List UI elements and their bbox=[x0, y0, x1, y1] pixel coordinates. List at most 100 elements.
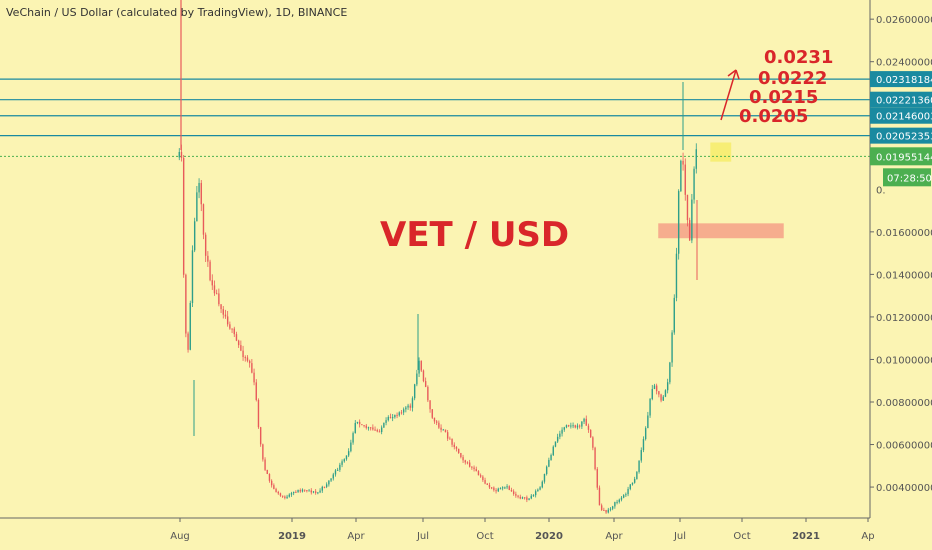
candle-body bbox=[475, 469, 477, 472]
candle-body bbox=[391, 417, 394, 419]
candle-body bbox=[686, 194, 689, 221]
candle-body bbox=[587, 425, 590, 430]
candle-body bbox=[198, 182, 200, 193]
candle-body bbox=[457, 448, 460, 454]
candle-body bbox=[508, 486, 510, 490]
candle-body bbox=[433, 417, 436, 422]
x-tick-label: Oct bbox=[733, 531, 750, 542]
candle-body bbox=[253, 372, 255, 383]
candle-body bbox=[449, 438, 451, 440]
candle-body bbox=[394, 414, 396, 418]
candle-body bbox=[583, 418, 585, 422]
target-label-3: 0.0215 bbox=[749, 87, 818, 108]
candle-body bbox=[229, 324, 231, 329]
candle-body bbox=[328, 480, 330, 485]
countdown-badge bbox=[883, 168, 931, 187]
candle-body bbox=[231, 328, 233, 330]
candle-body bbox=[618, 499, 620, 502]
candle-body bbox=[638, 460, 640, 472]
candle-body bbox=[543, 474, 546, 482]
candle-body bbox=[675, 253, 678, 298]
candle-body bbox=[224, 314, 227, 317]
candle-body bbox=[383, 422, 385, 428]
candle-body bbox=[501, 487, 504, 489]
candle-body bbox=[387, 417, 389, 421]
candle-body bbox=[600, 505, 603, 510]
candle-body bbox=[488, 484, 491, 488]
x-tick-label: Oct bbox=[476, 531, 493, 542]
candle-body bbox=[605, 510, 607, 513]
candle-body bbox=[504, 487, 506, 489]
candle-body bbox=[594, 447, 596, 470]
candle-body bbox=[585, 418, 587, 426]
candle-body bbox=[204, 234, 207, 256]
candle-body bbox=[578, 425, 581, 427]
candle-body bbox=[279, 493, 282, 496]
candle-body bbox=[336, 469, 339, 471]
candle-body bbox=[378, 431, 381, 433]
candle-body bbox=[363, 425, 365, 427]
y-tick-label: 0.01400000 bbox=[876, 270, 932, 281]
candle-body bbox=[251, 363, 253, 373]
candle-body bbox=[653, 385, 656, 389]
x-tick-label: 2021 bbox=[792, 531, 820, 542]
candle-body bbox=[191, 250, 194, 303]
candle-body bbox=[255, 382, 257, 401]
candle-body bbox=[688, 220, 691, 241]
level-price-label-2: 0.02221360 bbox=[876, 96, 932, 107]
candle-body bbox=[299, 490, 301, 492]
candle-body bbox=[466, 462, 469, 464]
level-price-label-4: 0.02052353 bbox=[876, 132, 932, 143]
candle-body bbox=[453, 444, 455, 447]
x-tick-label: Apr bbox=[605, 531, 623, 542]
candle-body bbox=[603, 509, 605, 511]
y-tick-label: 0.00800000 bbox=[876, 398, 932, 409]
candle-body bbox=[572, 425, 574, 427]
candle-body bbox=[519, 496, 521, 499]
candle-body bbox=[187, 333, 189, 350]
candle-body bbox=[369, 427, 372, 429]
target-label-4: 0.0205 bbox=[739, 106, 808, 127]
entry-zone-rect[interactable] bbox=[710, 142, 732, 162]
candle-body bbox=[319, 490, 321, 493]
candle-body bbox=[640, 450, 642, 461]
candle-body bbox=[189, 302, 191, 350]
candle-body bbox=[499, 488, 502, 490]
candle-body bbox=[671, 332, 673, 363]
candle-body bbox=[385, 420, 387, 423]
candle-body bbox=[482, 476, 484, 481]
candle-body bbox=[548, 459, 550, 467]
candle-body bbox=[691, 199, 693, 241]
candle-body bbox=[233, 328, 235, 335]
candle-body bbox=[215, 293, 218, 295]
candle-body bbox=[273, 485, 275, 489]
candle-body bbox=[367, 427, 370, 429]
candle-body bbox=[325, 484, 328, 487]
candle-body bbox=[398, 412, 400, 416]
candle-body bbox=[180, 151, 183, 158]
candle-body bbox=[627, 488, 629, 495]
candle-body bbox=[682, 160, 684, 165]
candle-body bbox=[402, 409, 405, 413]
candle-body bbox=[444, 429, 447, 433]
candle-body bbox=[185, 274, 187, 334]
candle-body bbox=[435, 421, 438, 423]
candle-body bbox=[330, 478, 332, 481]
candle-body bbox=[666, 382, 669, 391]
candle-body bbox=[581, 421, 583, 427]
candle-body bbox=[464, 460, 466, 463]
candle-body bbox=[664, 390, 667, 397]
candle-body bbox=[455, 446, 458, 449]
candle-body bbox=[284, 496, 286, 499]
candle-body bbox=[486, 483, 488, 485]
level-price-label-1: 0.02318184 bbox=[876, 75, 932, 86]
chart-title: VET / USD bbox=[380, 215, 569, 255]
candle-body bbox=[292, 491, 295, 494]
support-zone-rect[interactable] bbox=[658, 223, 784, 239]
candle-body bbox=[440, 427, 442, 430]
candle-body bbox=[248, 360, 251, 364]
target-label-1: 0.0231 bbox=[764, 47, 833, 68]
